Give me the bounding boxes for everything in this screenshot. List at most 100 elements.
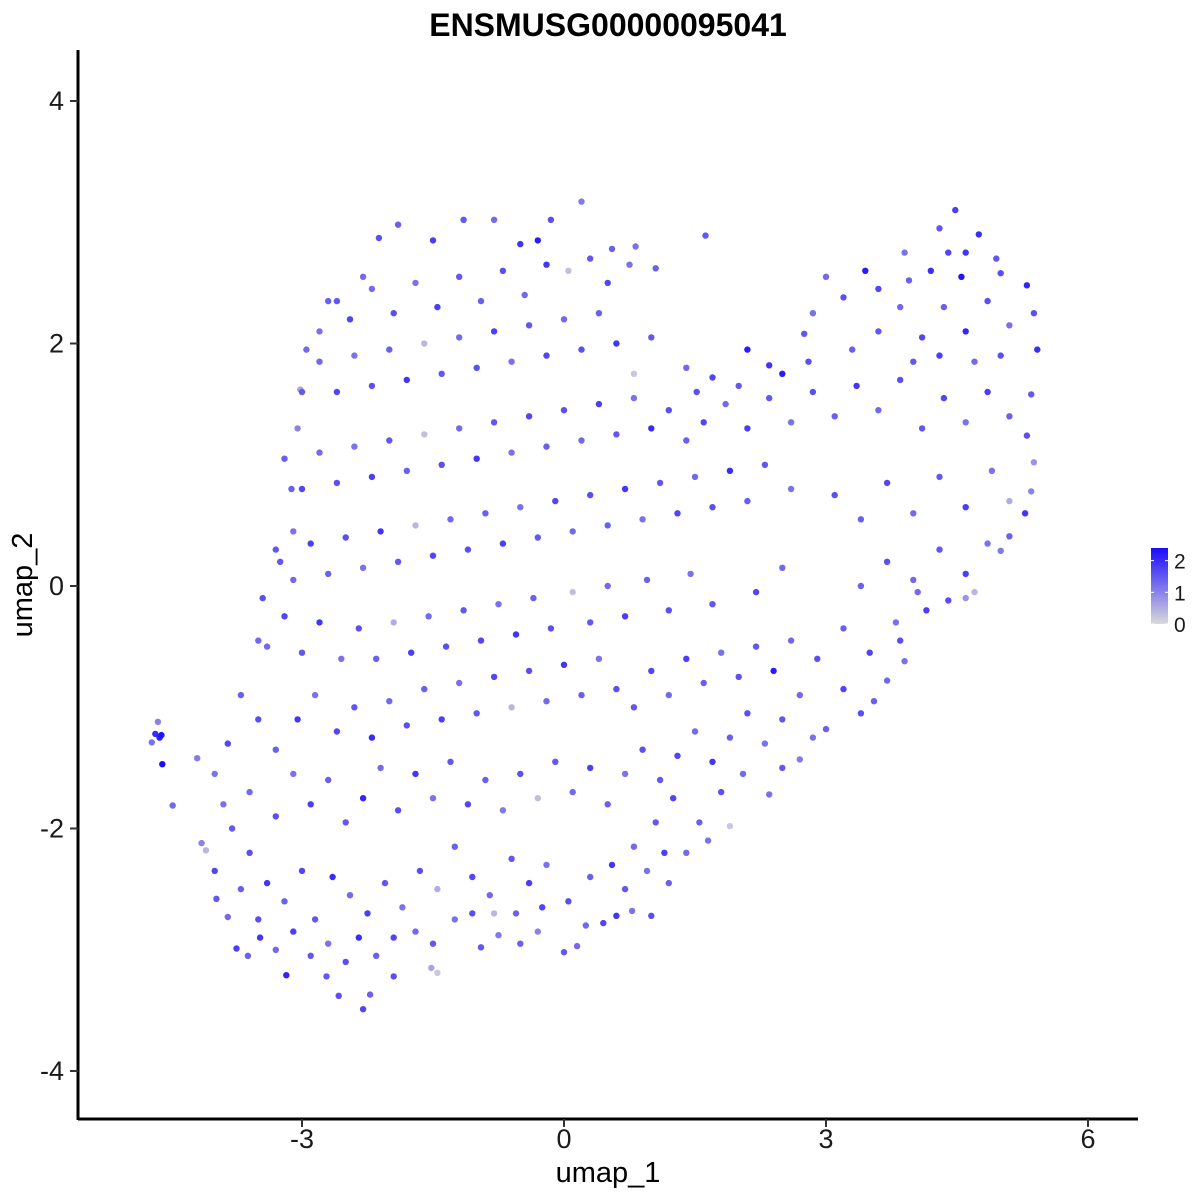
data-point (582, 922, 589, 929)
data-point (543, 352, 550, 359)
data-point (482, 510, 489, 517)
data-point (691, 473, 699, 481)
data-point (691, 728, 699, 735)
data-point (1021, 510, 1029, 517)
data-point (512, 910, 520, 917)
data-point (809, 388, 817, 396)
data-point (840, 685, 847, 693)
data-point (211, 867, 218, 875)
data-point (910, 510, 917, 517)
data-point (665, 607, 672, 614)
data-point (359, 564, 367, 571)
data-point (702, 232, 709, 239)
data-point (910, 358, 917, 365)
data-point (434, 969, 441, 976)
data-point (381, 879, 389, 887)
data-point (814, 655, 821, 662)
data-point (914, 588, 921, 596)
data-point (534, 795, 541, 802)
data-point (477, 297, 485, 305)
data-point (290, 576, 297, 584)
data-point (460, 216, 467, 223)
data-point (152, 730, 159, 738)
data-point (565, 898, 572, 905)
data-point (744, 710, 751, 717)
data-point (373, 952, 380, 959)
data-point (1023, 432, 1031, 439)
data-point (560, 949, 568, 956)
data-point (355, 934, 362, 941)
data-point (421, 431, 428, 438)
data-point (456, 273, 463, 280)
data-point (368, 382, 376, 390)
data-point (683, 437, 690, 444)
data-point (831, 491, 838, 499)
data-point (693, 388, 700, 396)
data-point (735, 382, 742, 390)
data-point (1030, 459, 1038, 466)
data-point (984, 297, 991, 305)
data-point (272, 746, 279, 753)
data-point (962, 328, 969, 335)
data-point (394, 558, 402, 565)
data-point (883, 479, 891, 487)
data-point (962, 504, 969, 511)
data-point (665, 407, 672, 414)
data-point (587, 491, 594, 499)
data-point (621, 770, 629, 778)
x-tick-label: -3 (290, 1124, 314, 1154)
data-point (613, 912, 620, 919)
data-point (604, 801, 611, 808)
data-point (403, 467, 410, 474)
data-point (608, 861, 616, 869)
data-point (246, 849, 253, 856)
data-point (434, 303, 441, 311)
data-point (700, 419, 707, 426)
data-point (1006, 413, 1013, 420)
data-point (674, 510, 681, 517)
data-point (853, 382, 860, 390)
data-point (412, 928, 419, 935)
data-point (512, 631, 520, 638)
data-point (718, 788, 725, 796)
data-point (303, 346, 310, 353)
data-point (499, 267, 507, 274)
data-point (473, 455, 480, 462)
data-point (508, 358, 515, 365)
data-point (447, 516, 454, 523)
y-tick-label: -4 (40, 1056, 64, 1086)
data-point (560, 407, 568, 414)
data-point (621, 885, 629, 893)
data-point (573, 942, 581, 950)
data-point (224, 740, 231, 747)
data-point (639, 746, 646, 753)
data-point (875, 407, 882, 414)
data-point (490, 910, 498, 917)
data-point (796, 756, 803, 763)
data-point (857, 516, 865, 523)
data-point (578, 198, 585, 205)
data-point (665, 691, 672, 699)
data-point (997, 270, 1004, 277)
data-point (429, 940, 437, 947)
data-point (233, 945, 240, 952)
data-point (940, 303, 948, 311)
data-points (148, 198, 1041, 1013)
data-point (428, 964, 435, 972)
data-point (652, 265, 659, 272)
data-point (770, 667, 777, 675)
data-point (587, 764, 594, 772)
data-point (857, 710, 865, 717)
data-point (272, 946, 279, 953)
data-point (375, 234, 383, 242)
data-point (525, 322, 533, 329)
data-point (665, 879, 672, 887)
data-point (451, 843, 458, 850)
data-point (351, 443, 358, 450)
data-point (482, 776, 489, 784)
data-point (569, 528, 576, 535)
data-point (263, 879, 271, 887)
data-point (722, 400, 729, 408)
data-point (451, 916, 458, 923)
data-point (809, 734, 817, 741)
